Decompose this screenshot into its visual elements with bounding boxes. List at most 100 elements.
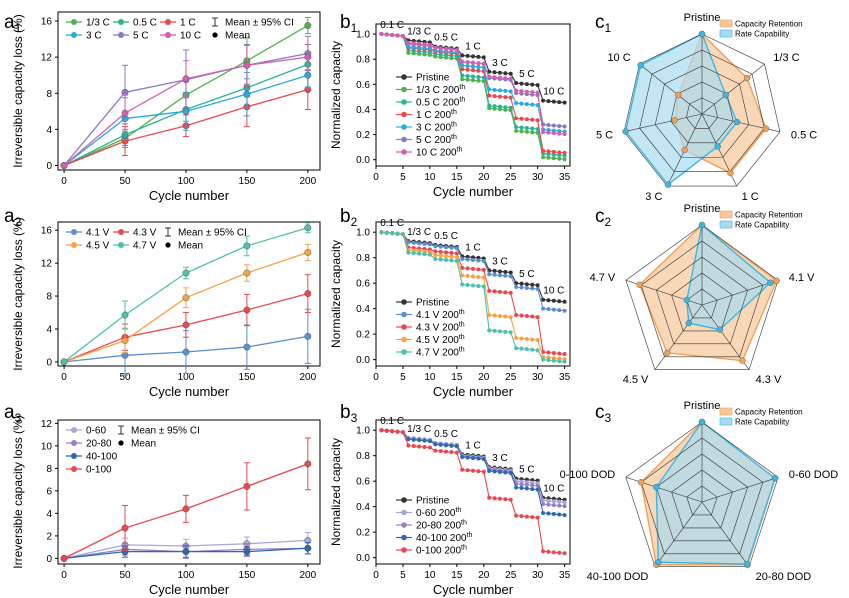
c1-data-point (722, 91, 729, 99)
a2-data-point (304, 224, 312, 232)
a3-data-point (243, 482, 251, 490)
a2-data-point (182, 294, 190, 302)
b2-data-point (454, 251, 459, 256)
b3-legend-swatch-marker (401, 522, 407, 528)
b2-legend-label-cycle: 200 (439, 323, 459, 334)
a2-xtick-label: 150 (239, 372, 256, 383)
b1-legend-label-cycle: 200 (440, 98, 460, 109)
a2-data-point (121, 337, 129, 344)
b3-data-point (519, 514, 524, 519)
a2-data-point (243, 269, 251, 277)
b2-data-point (492, 272, 497, 277)
b3-data-point (546, 549, 551, 554)
b1-data-point (541, 148, 546, 153)
b2-legend-label-sup: th (459, 347, 465, 354)
b2-data-point (449, 250, 454, 255)
b3-data-point (562, 500, 567, 505)
b1-xtick-label: 30 (532, 172, 544, 183)
b2-legend-label: Pristine (416, 298, 450, 309)
b1-data-point (562, 157, 567, 162)
a1-xtick-label: 150 (239, 176, 256, 187)
b2-data-point (492, 289, 497, 294)
b2-data-point (433, 253, 438, 258)
b2-data-point (514, 346, 519, 351)
a2-data-point (304, 248, 312, 256)
b3-data-point (465, 468, 470, 473)
b2-data-point (530, 282, 535, 287)
a3-legend-label: 40-100 (86, 452, 118, 463)
b2-xtick-label: 0 (373, 372, 379, 383)
b2-data-point (417, 251, 422, 256)
b3-ylabel: Normalized capacity (329, 438, 343, 546)
c3-grid-ring (640, 437, 764, 555)
b3-legend-label: Pristine (416, 496, 450, 507)
b3-ytick-label: 0.8 (356, 451, 370, 462)
panel-label-b3: b3 (340, 402, 358, 425)
b3-data-point (417, 444, 422, 449)
a1-legend-mean-ci: Mean ± 95% CI (225, 18, 294, 29)
panel-label-a1: a1 (4, 12, 22, 35)
c1-data-point (637, 61, 644, 69)
c3-series-area-1 (655, 420, 776, 565)
b2-data-point (487, 272, 492, 277)
a2-data-point (243, 306, 251, 314)
b2-data-point (503, 290, 508, 295)
b1-data-point (406, 40, 411, 45)
b3-data-point (524, 486, 529, 491)
b3-legend-label-name: 0-60 (416, 508, 436, 519)
b3-plot-frame (375, 419, 571, 565)
b2-legend-label-sup: th (459, 309, 465, 316)
b2-data-point (524, 286, 529, 291)
b3-rate-label: 1 C (465, 440, 481, 451)
b2-data-point (379, 230, 384, 235)
b2-xtick-label: 30 (532, 372, 544, 383)
a2-legend-swatch-marker (71, 242, 77, 248)
b2-data-point (503, 314, 508, 319)
b1-data-point (546, 155, 551, 160)
b3-data-point (438, 442, 443, 447)
b2-data-point (481, 275, 486, 280)
a3-legend-mean-icon (118, 440, 124, 446)
c1-axis-label: 0.5 C (791, 129, 817, 141)
a1-legend-mean-icon (212, 32, 218, 38)
b3-data-point (417, 438, 422, 443)
b2-data-point (530, 314, 535, 319)
b3-legend-label-sup: th (455, 507, 461, 514)
chart-b3: 0 5 10 15 20 25 30 35 0.0 0.2 0.4 0.6 0.8 1.0 Cycle nu… (329, 416, 571, 597)
b1-data-point (503, 71, 508, 76)
c3-axis-label: 0-100 DOD (560, 469, 616, 481)
b3-legend-label-cycle: 200 (442, 521, 462, 532)
b2-ylabel: Normalized capacity (329, 240, 343, 348)
a2-legend-swatch-marker (118, 229, 124, 235)
c1-grid-spoke (701, 63, 765, 115)
b2-data-point (546, 350, 551, 355)
b1-data-point (557, 100, 562, 105)
b1-legend-label-sup: th (451, 122, 457, 129)
b2-data-point (562, 308, 567, 313)
b2-data-point (492, 268, 497, 273)
b1-data-point (487, 103, 492, 108)
b2-data-point (514, 284, 519, 289)
a3-xtick-label: 50 (119, 570, 131, 581)
b2-ytick-label: 0.2 (356, 330, 370, 341)
b3-data-point (557, 550, 562, 555)
a3-xtick-label: 200 (299, 570, 316, 581)
b3-data-point (487, 495, 492, 500)
b1-data-point (465, 77, 470, 82)
a2-legend-mean: Mean (178, 241, 203, 252)
a1-xtick-label: 0 (61, 176, 67, 187)
a1-ytick-label: 16 (41, 17, 53, 28)
a1-xtick-label: 50 (119, 176, 131, 187)
b2-xtick-label: 20 (478, 372, 490, 383)
a2-data-point (182, 321, 190, 329)
c1-grid-ring (654, 65, 750, 158)
b2-data-point (551, 307, 556, 312)
b1-data-point (400, 34, 405, 39)
c1-legend-label: Rate Capability (735, 30, 789, 39)
a3-legend-swatch-marker (71, 453, 77, 459)
b1-legend-swatch-marker (401, 99, 407, 105)
b3-data-point (524, 514, 529, 519)
b1-legend-label-name: 3 C (416, 123, 432, 134)
c2-data-point (739, 357, 746, 364)
b1-data-point (551, 131, 556, 136)
